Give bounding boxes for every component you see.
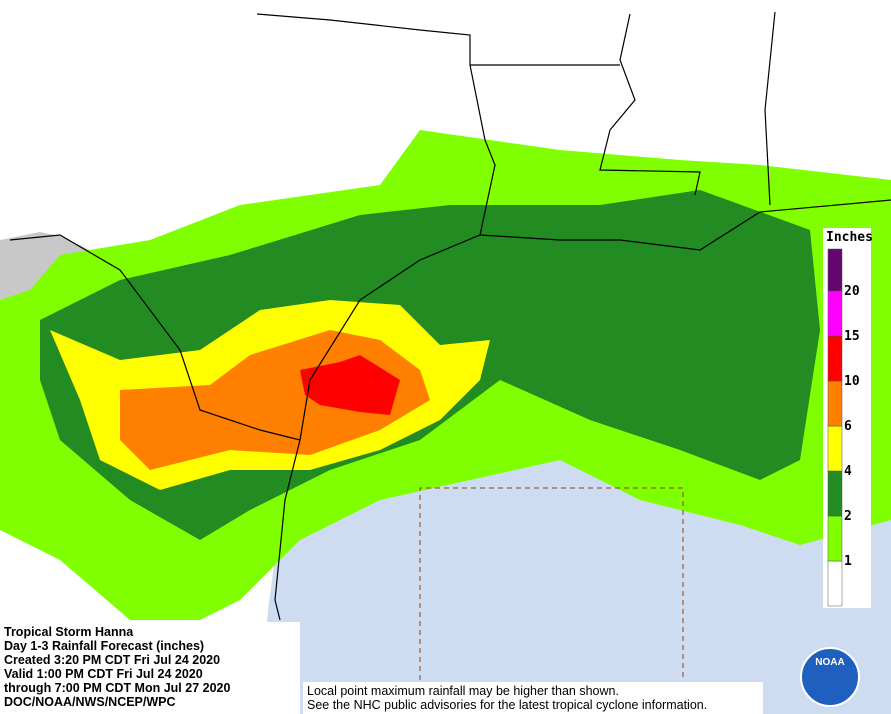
note-box: Local point maximum rainfall may be high…	[303, 682, 763, 714]
legend-label: 20	[844, 284, 860, 299]
legend-swatch	[827, 248, 843, 292]
legend-swatch	[827, 560, 843, 607]
info-box: Tropical Storm Hanna Day 1-3 Rainfall For…	[0, 622, 300, 714]
info-line: DOC/NOAA/NWS/NCEP/WPC	[4, 695, 176, 709]
legend-swatch	[827, 425, 843, 472]
legend-swatch	[827, 380, 843, 427]
rain-10in	[300, 355, 400, 415]
legend-label: 6	[844, 419, 852, 434]
legend-swatch	[827, 470, 843, 517]
legend-swatch	[827, 290, 843, 337]
legend-label: 15	[844, 329, 860, 344]
forecast-box	[419, 487, 684, 680]
legend-label: 4	[844, 464, 852, 479]
legend-swatch	[827, 335, 843, 382]
info-line: through 7:00 PM CDT Mon Jul 27 2020	[4, 681, 231, 695]
legend-label: 10	[844, 374, 860, 389]
legend-swatch	[827, 515, 843, 562]
logo-text: NOAA	[815, 657, 844, 668]
borders	[9, 11, 891, 621]
legend: 1 2 4 6 10 15 20	[827, 248, 860, 607]
logo	[800, 647, 860, 707]
info-line: Created 3:20 PM CDT Fri Jul 24 2020	[4, 653, 221, 667]
legend-label: 2	[844, 509, 852, 524]
info-line: Day 1-3 Rainfall Forecast (inches)	[4, 639, 205, 653]
legend-title: Inches	[826, 230, 873, 245]
info-line: Valid 1:00 PM CDT Fri Jul 24 2020	[4, 667, 203, 681]
note-line: See the NHC public advisories for the la…	[307, 698, 708, 712]
legend-label: 1	[844, 554, 852, 569]
note-line: Local point maximum rainfall may be high…	[307, 684, 619, 698]
info-line: Tropical Storm Hanna	[4, 625, 134, 639]
